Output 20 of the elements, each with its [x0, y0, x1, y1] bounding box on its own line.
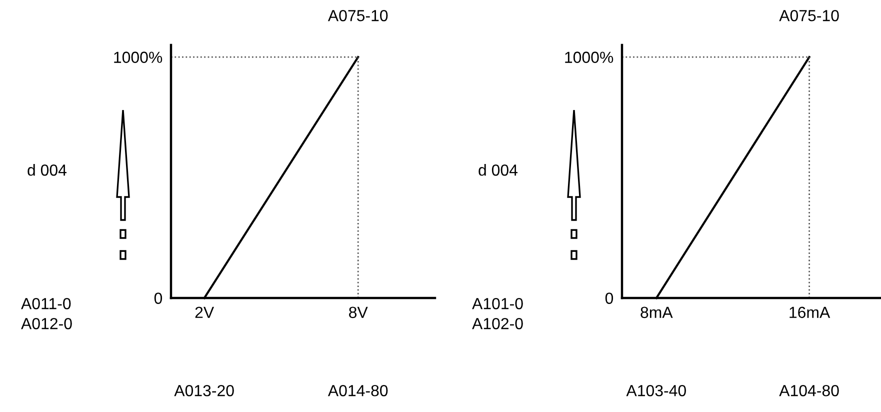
- x-tick-label: 2V: [195, 306, 214, 318]
- x-tick-label: 8mA: [640, 306, 673, 318]
- y-tick-label: 1000%: [565, 52, 614, 63]
- text: A014-80: [328, 384, 388, 396]
- x-tick-label: 16mA: [790, 306, 830, 318]
- y-tick-label: 0: [605, 292, 614, 304]
- text: A102-0: [472, 318, 523, 330]
- text: A013-20: [174, 384, 234, 396]
- x-tick-label: 8V: [349, 306, 368, 318]
- text: A011-0: [21, 298, 71, 310]
- y-tick-label: 1000%: [114, 52, 162, 63]
- chart-title: A075-10: [779, 10, 839, 22]
- text: A104-80: [779, 384, 839, 396]
- y-tick-label: 0: [154, 292, 162, 304]
- y-axis-title: d 004: [478, 164, 518, 176]
- y-axis-title: d 004: [28, 164, 66, 176]
- text: A101-0: [472, 298, 523, 310]
- text: A103-40: [626, 384, 686, 396]
- chart-title: A075-10: [328, 10, 388, 22]
- text: A012-0: [21, 318, 72, 330]
